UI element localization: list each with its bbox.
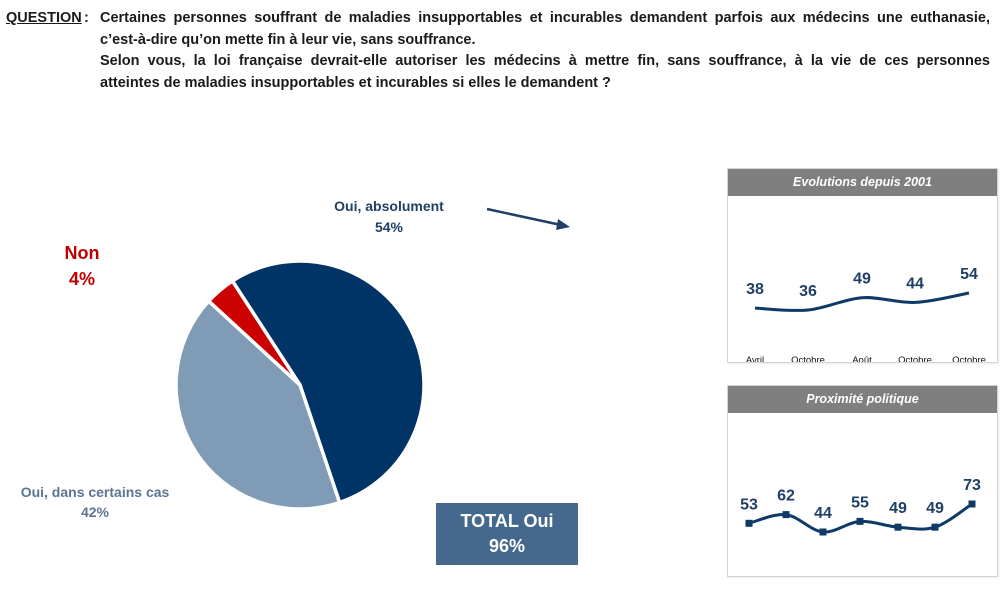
data-point-marker <box>819 528 827 536</box>
data-label: 36 <box>799 283 817 300</box>
panel-proximite-title: Proximité politique <box>728 386 997 413</box>
data-label: 44 <box>814 505 832 522</box>
data-label: 49 <box>926 500 944 517</box>
total-oui-box: TOTAL Oui 96% <box>436 503 578 565</box>
label-oui-absolument-text: Oui, absolument <box>334 198 444 214</box>
label-oui-absolument: Oui, absolument 54% <box>318 196 460 238</box>
question-text: Certaines personnes souffrant de maladie… <box>100 8 990 94</box>
panel-evolutions: Evolutions depuis 2001 38Avril200136Octo… <box>727 168 998 379</box>
pointer-arrow <box>486 207 562 227</box>
data-label: 73 <box>963 477 981 494</box>
label-oui-certains: Oui, dans certains cas 42% <box>10 482 180 522</box>
question-line: c’est-à-dire qu’on mette fin à leur vie,… <box>100 31 476 48</box>
data-label: 55 <box>851 494 869 511</box>
pie-slice-oui-certains <box>174 299 342 511</box>
label-non-pct: 4% <box>68 269 95 289</box>
evolution-line-chart: 38Avril200136Octobre201049Août201344Octo… <box>744 266 986 379</box>
question-line: Certaines personnes souffrant de maladie… <box>100 10 990 26</box>
data-label: 53 <box>740 496 758 513</box>
data-point-marker <box>745 519 753 527</box>
label-non-text: Non <box>64 243 100 263</box>
data-label: 49 <box>853 271 871 288</box>
data-label: 44 <box>906 275 924 292</box>
question-line: Selon vous, la loi française devrait-ell… <box>100 53 990 69</box>
data-point-marker <box>931 523 939 531</box>
question-colon: : <box>84 10 89 26</box>
data-label: 49 <box>889 500 907 517</box>
panel-evolutions-title: Evolutions depuis 2001 <box>728 169 997 196</box>
x-tick-label: Octobre <box>898 355 932 362</box>
data-label: 62 <box>777 488 795 505</box>
x-tick-label: Avril <box>746 355 764 362</box>
data-label: 54 <box>960 266 978 283</box>
data-label: 38 <box>746 281 764 298</box>
question-line: atteintes de maladies insupportables et … <box>100 74 611 91</box>
label-non: Non 4% <box>52 240 112 292</box>
data-point-marker <box>894 523 902 531</box>
series-line <box>754 291 970 312</box>
label-oui-certains-pct: 42% <box>80 504 110 520</box>
proximite-line-chart: 53FDG62PS44EELV55MoDem49UDI49UMP73FN <box>739 477 981 594</box>
pie-slice-oui-absolument <box>230 259 426 505</box>
label-oui-absolument-pct: 54% <box>374 219 404 235</box>
question-label: QUESTION <box>6 10 82 26</box>
x-tick-label: Août <box>852 355 872 362</box>
data-point-marker <box>856 517 864 525</box>
data-point-marker <box>968 500 976 508</box>
total-oui-label: TOTAL Oui <box>460 511 554 531</box>
x-tick-label: Octobre <box>791 355 825 362</box>
panel-proximite: Proximité politique 53FDG62PS44EELV55MoD… <box>727 385 998 594</box>
data-point-marker <box>782 511 790 519</box>
total-oui-pct: 96% <box>488 536 526 556</box>
label-oui-certains-text: Oui, dans certains cas <box>20 484 170 500</box>
pointer-arrowhead <box>556 219 570 230</box>
x-tick-label: Octobre <box>952 355 986 362</box>
pie-slice-non <box>206 279 302 387</box>
